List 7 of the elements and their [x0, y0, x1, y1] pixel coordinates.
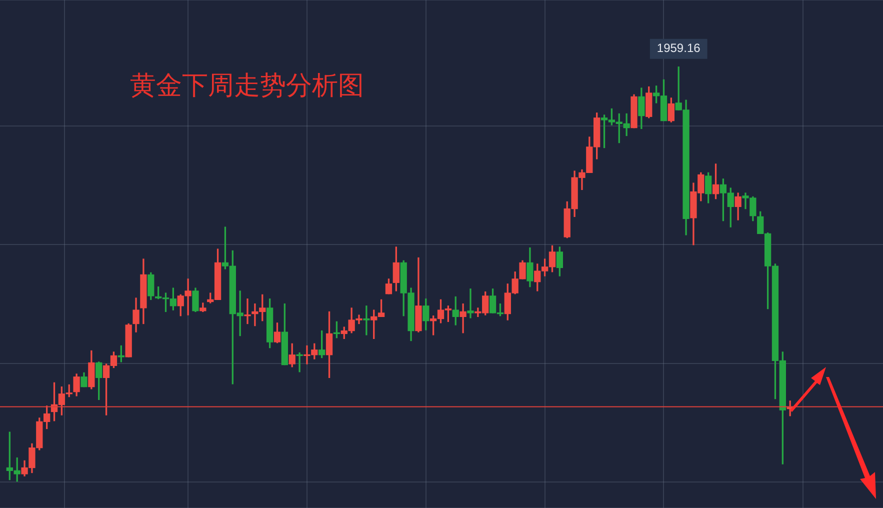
candlestick: [363, 306, 370, 336]
candlestick: [460, 303, 466, 334]
candlestick: [467, 288, 474, 318]
candlestick: [296, 352, 303, 372]
candlestick: [244, 298, 251, 324]
chart-title: 黄金下周走势分析图: [130, 70, 364, 103]
annotation: 1959.16: [656, 41, 701, 56]
